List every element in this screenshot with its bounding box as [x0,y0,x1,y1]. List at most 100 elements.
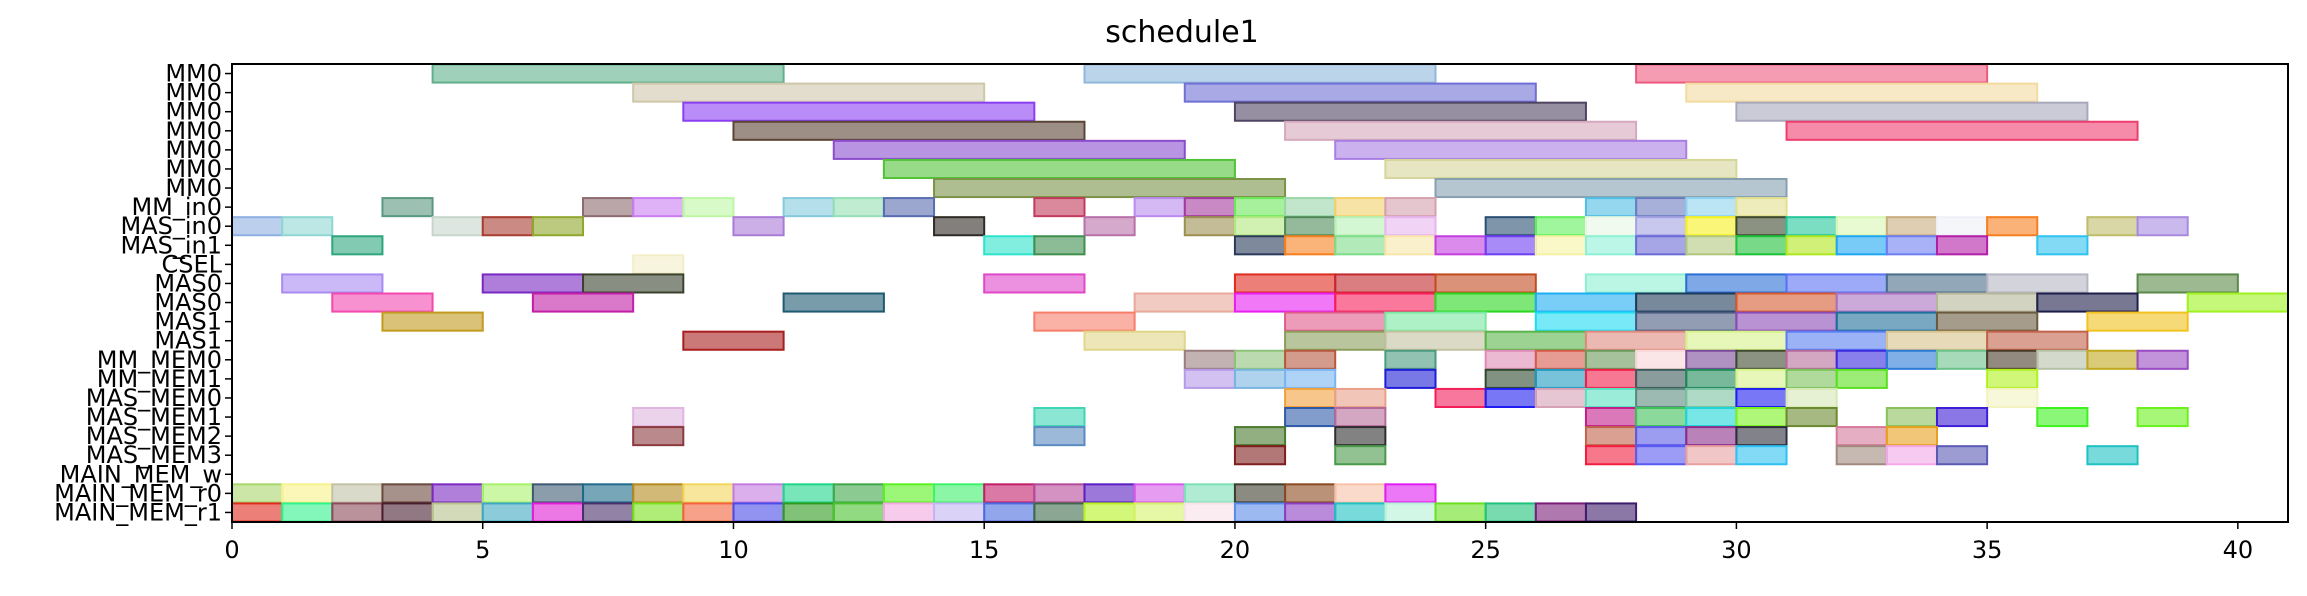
task-bar [281,483,334,504]
task-bar [1183,82,1537,103]
task-bar [1083,502,1136,523]
task-bar [231,216,284,237]
task-bar [1233,368,1287,389]
task-bar [582,197,635,218]
task-bar [1885,216,1938,237]
task-bar [1685,197,1738,218]
task-bar [1735,445,1788,466]
task-bar [1885,330,1989,351]
task-bar [1986,330,2089,351]
task-bar [682,101,1036,122]
task-bar [732,216,785,237]
task-bar [1284,483,1337,504]
task-bar [1233,216,1287,237]
y-tick-label: MAS_in1 [120,231,222,259]
y-tick-label: MM0 [165,98,222,126]
task-bar [1584,407,1638,428]
x-tick-label: 10 [718,536,749,564]
task-bar [1635,407,1688,428]
task-bar [1334,483,1387,504]
task-bar [1183,483,1236,504]
task-bar [1033,426,1086,447]
task-bar [2086,349,2139,370]
task-bar [381,483,434,504]
task-bar [2036,349,2089,370]
task-bar [933,216,986,237]
task-bar [2036,235,2089,256]
task-bar [1685,82,2039,103]
task-bar [632,82,986,103]
task-bar [1785,235,1838,256]
task-bar [1284,387,1337,409]
x-tick-label: 25 [1470,536,1501,564]
task-bar [1083,216,1136,237]
task-bar [1584,426,1638,447]
task-bar [1233,445,1287,466]
y-tick-label: MAS1 [154,327,222,355]
x-tick-label: 40 [2223,536,2254,564]
task-bar [2086,445,2139,466]
task-bar [2136,216,2189,237]
task-bar [1233,292,1337,313]
task-bar [732,120,1086,141]
task-bar [1534,311,1638,332]
task-bar [1935,349,1989,370]
task-bar [1484,349,1537,370]
task-bar [1534,368,1587,389]
task-bar [1384,197,1437,218]
task-bar [1785,387,1838,409]
task-bar [1635,445,1688,466]
task-bar [281,273,384,294]
chart-title: schedule1 [1105,15,1259,50]
task-bar [1635,292,1738,313]
task-bar [1785,330,1888,351]
task-bar [1384,368,1437,389]
task-bar [431,483,484,504]
task-bar [832,502,885,523]
task-bar [1183,197,1236,218]
task-bar [1986,387,2039,409]
task-bar [1384,483,1437,504]
y-tick-label: MM0 [165,155,222,183]
y-tick-label: MAS_MEM0 [86,384,222,412]
x-axis: 0 5 10 15 20 25 30 35 40 [224,522,2253,564]
task-bar [1835,426,1888,447]
task-bar [1334,426,1387,447]
task-bar [481,502,534,523]
task-bar [632,197,685,218]
task-bar [481,483,534,504]
task-bar [933,483,986,504]
task-bar [2086,216,2139,237]
y-tick-label: MAIN_MEM_w [60,460,222,488]
task-bar [431,216,484,237]
task-bar [983,483,1036,504]
task-bar [1033,483,1086,504]
task-bar [933,502,986,523]
task-bar [1534,216,1587,237]
task-bar [1986,368,2039,389]
task-bar [1284,311,1387,332]
task-bar [1885,273,1989,294]
task-bar [983,235,1036,256]
task-bar [431,502,484,523]
task-bar [782,292,885,313]
task-bar [1584,235,1638,256]
y-tick-label: MAS_MEM2 [86,422,222,450]
task-bar [1785,407,1838,428]
task-bar [1735,349,1788,370]
task-bar [381,197,434,218]
task-bar [1534,387,1587,409]
task-bar [632,254,685,275]
task-bar [2036,292,2139,313]
task-bar [582,273,685,294]
task-bar [1434,502,1487,523]
task-bar [1083,330,1186,351]
task-bar [1284,330,1387,351]
task-bar [1434,178,1788,199]
task-bar [1584,216,1638,237]
task-bar [1334,387,1387,409]
task-bar [1284,197,1337,218]
y-tick-label: MM_in0 [131,193,222,221]
task-bar [531,216,585,237]
task-bar [1083,63,1437,84]
